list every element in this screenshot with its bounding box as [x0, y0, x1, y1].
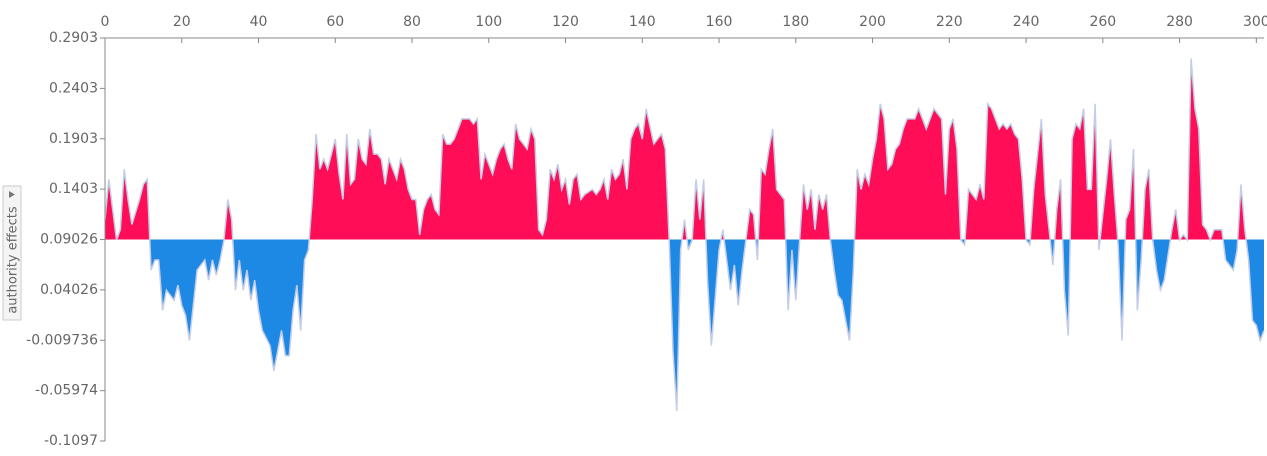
- y-tick-label: 0.1903: [49, 131, 98, 147]
- x-tick-label: 60: [326, 14, 344, 30]
- x-tick-label: 120: [552, 14, 579, 30]
- y-tick-label: 0.2903: [49, 30, 98, 46]
- y-tick-label: 0.09026: [40, 232, 98, 248]
- x-tick-label: 260: [1089, 14, 1116, 30]
- x-tick-label: 220: [936, 14, 963, 30]
- x-tick-label: 160: [706, 14, 733, 30]
- y-label-box: [2, 185, 22, 321]
- x-tick-label: 280: [1166, 14, 1193, 30]
- y-tick-label: 0.2403: [49, 80, 98, 96]
- outline: [104, 58, 1265, 412]
- x-tick-label: 140: [629, 14, 656, 30]
- x-tick-label: 40: [250, 14, 268, 30]
- x-tick-label: 0: [101, 14, 110, 30]
- x-tick-label: 300: [1243, 14, 1267, 30]
- x-tick-label: 200: [859, 14, 886, 30]
- x-tick-label: 100: [475, 14, 502, 30]
- x-tick-label: 180: [782, 14, 809, 30]
- y-tick-label: -0.009736: [26, 332, 98, 348]
- area-above-base: [105, 58, 1264, 240]
- y-tick-label: -0.05974: [35, 383, 98, 399]
- y-tick-label: 0.04026: [40, 282, 98, 298]
- y-tick-label: 0.1403: [49, 181, 98, 197]
- x-tick-label: 80: [403, 14, 421, 30]
- y-tick-label: -0.1097: [44, 433, 98, 449]
- dropdown-arrow: [9, 191, 15, 198]
- y-axis-label: authority effects: [6, 206, 21, 314]
- x-tick-label: 20: [173, 14, 191, 30]
- y-label-selector[interactable]: authority effects: [2, 185, 22, 321]
- x-tick-label: 240: [1013, 14, 1040, 30]
